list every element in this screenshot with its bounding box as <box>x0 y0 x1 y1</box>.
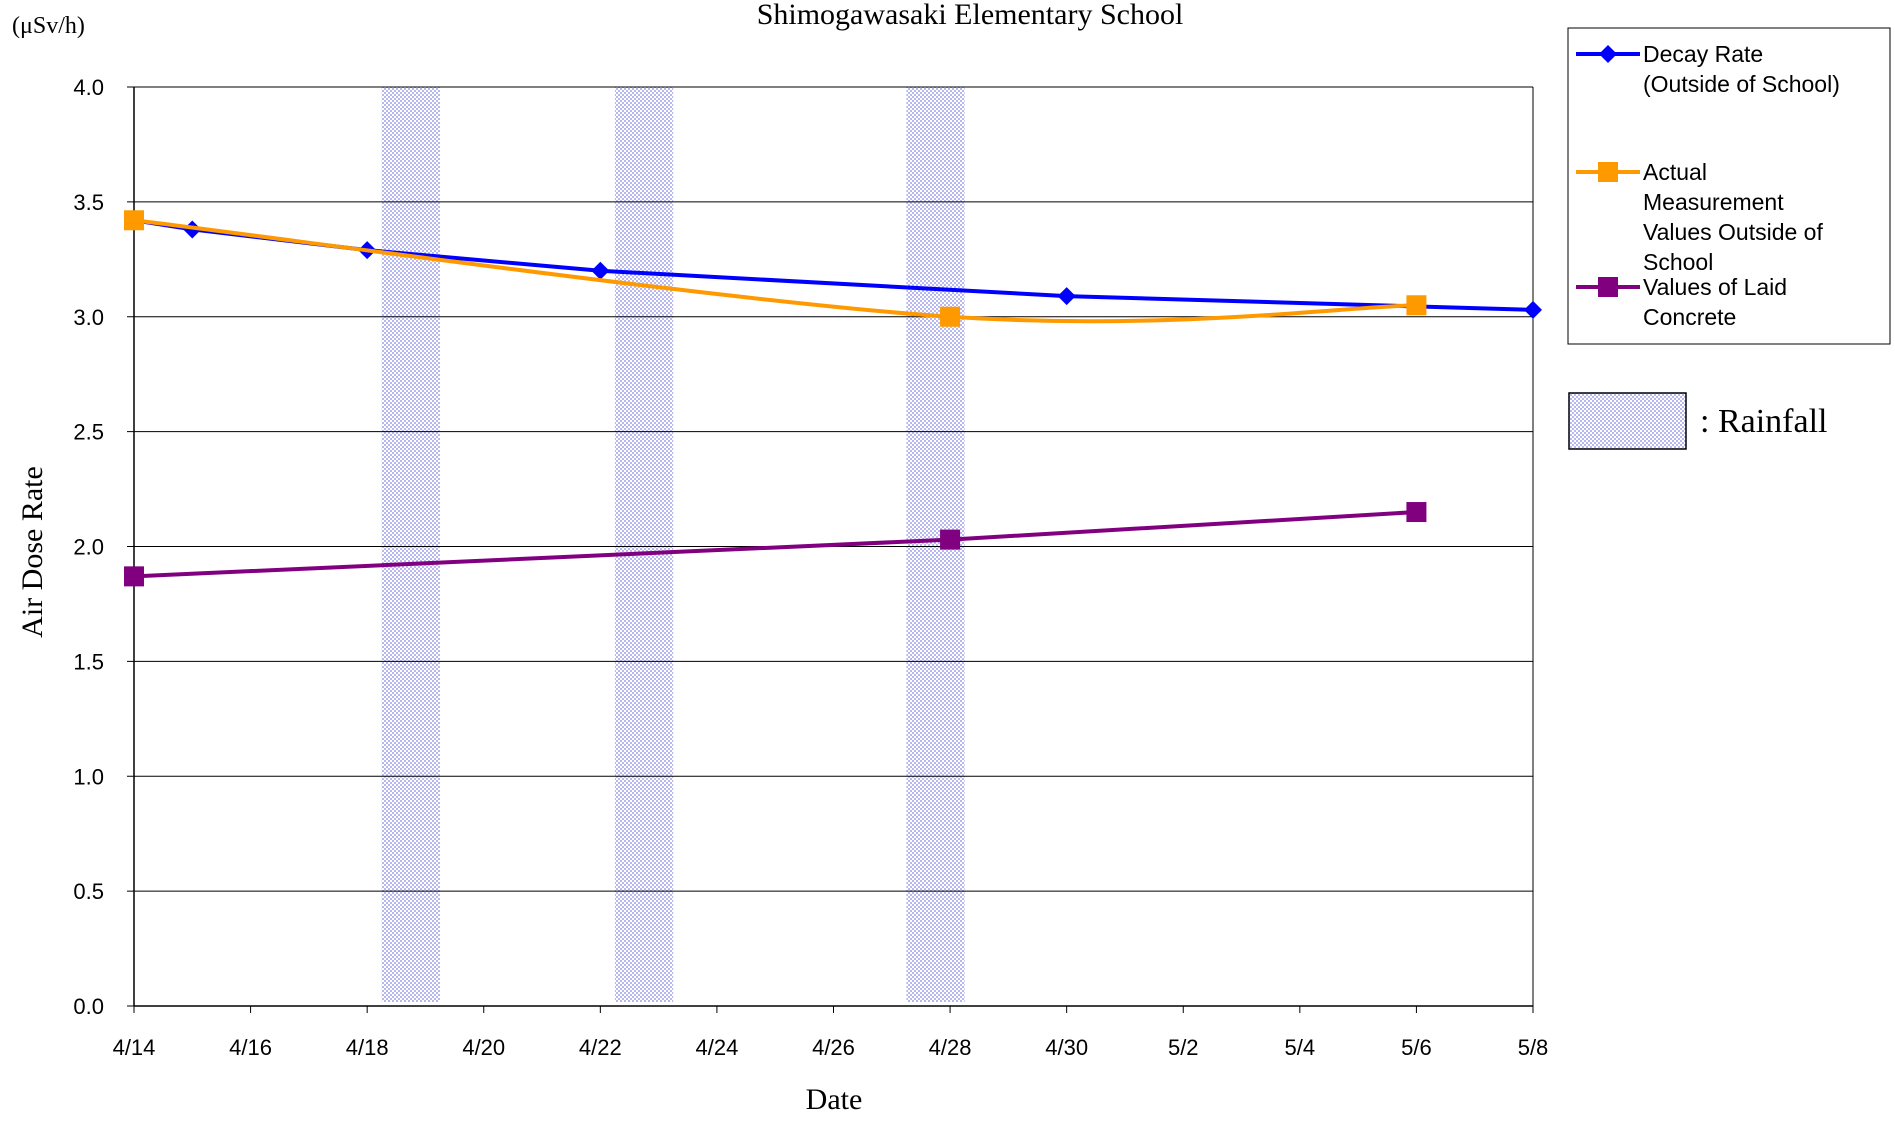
x-tick-label: 5/2 <box>1168 1035 1199 1060</box>
x-tick-label: 5/8 <box>1518 1035 1549 1060</box>
x-tick-label: 5/4 <box>1285 1035 1316 1060</box>
y-tick-label: 2.5 <box>73 420 104 445</box>
y-unit-label: (μSv/h) <box>12 13 85 39</box>
rainfall-key-swatch <box>1568 392 1687 450</box>
legend-label-2: Measurement <box>1643 189 1784 215</box>
rainfall-key-label: : Rainfall <box>1700 403 1827 440</box>
series-2-point-2 <box>940 306 961 327</box>
legend-label-2: Actual <box>1643 159 1707 185</box>
series-1-point-6 <box>1524 300 1542 319</box>
x-tick-label: 4/14 <box>113 1035 156 1060</box>
series-line-3 <box>133 510 1417 579</box>
legend-label-1: Decay Rate <box>1643 41 1763 67</box>
y-tick-label: 4.0 <box>73 75 104 100</box>
axes: 0.0 0.5 1.0 1.5 2.0 2.5 3.0 3.5 4.0 4/14 4/16 4/18 4… <box>73 75 1548 1060</box>
x-tick-label: 4/20 <box>462 1035 505 1060</box>
gridlines <box>134 86 1533 892</box>
x-tick-label: 4/30 <box>1045 1035 1088 1060</box>
rainfall-band-1 <box>381 87 441 1002</box>
legend: Decay Rate (Outside of School) Actual Measu… <box>1567 27 1891 345</box>
series-3 <box>124 502 1427 587</box>
legend-frame <box>1567 27 1891 345</box>
rainfall-key: : Rainfall <box>1568 392 1827 450</box>
legend-items: Decay Rate (Outside of School) Actual Measu… <box>1576 41 1840 330</box>
x-tick-label: 4/26 <box>812 1035 855 1060</box>
legend-marker-1 <box>1599 45 1617 63</box>
legend-label-1: (Outside of School) <box>1643 71 1840 97</box>
series-2 <box>124 210 1427 327</box>
series-3-point-2 <box>940 529 961 550</box>
x-tick-label: 4/28 <box>929 1035 972 1060</box>
series-1 <box>125 211 1542 319</box>
x-tick-label: 4/24 <box>696 1035 739 1060</box>
x-tick-label: 4/18 <box>346 1035 389 1060</box>
legend-label-3: Concrete <box>1643 304 1736 330</box>
x-tick-label: 4/22 <box>579 1035 622 1060</box>
legend-label-2: Values Outside of <box>1643 219 1823 245</box>
x-axis-label: Date <box>806 1083 863 1116</box>
series-2-point-1 <box>124 210 144 231</box>
series-3-point-3 <box>1406 502 1427 523</box>
series-2-point-3 <box>1406 295 1427 316</box>
y-tick-label: 1.0 <box>73 764 104 789</box>
y-tick-label: 1.5 <box>73 649 104 674</box>
series-1-point-4 <box>591 261 610 280</box>
x-tick-label: 4/16 <box>229 1035 272 1060</box>
series-line-1 <box>133 218 1534 312</box>
y-tick-label: 3.0 <box>73 305 104 330</box>
y-axis-label: Air Dose Rate <box>16 466 49 638</box>
legend-label-3: Values of Laid <box>1643 274 1787 300</box>
legend-marker-2 <box>1598 162 1618 182</box>
y-tick-label: 2.0 <box>73 535 104 560</box>
y-tick-label: 0.5 <box>73 879 104 904</box>
series-1-point-5 <box>1057 287 1076 306</box>
series-line-2 <box>133 218 1417 324</box>
series <box>124 210 1542 587</box>
y-tick-label: 3.5 <box>73 190 104 215</box>
legend-label-2: School <box>1643 249 1713 275</box>
chart-title: Shimogawasaki Elementary School <box>757 0 1184 31</box>
y-tick-label: 0.0 <box>73 994 104 1019</box>
x-tick-label: 5/6 <box>1401 1035 1432 1060</box>
legend-marker-3 <box>1598 277 1618 297</box>
rainfall-band-2 <box>614 87 674 1002</box>
series-3-point-1 <box>124 566 144 587</box>
